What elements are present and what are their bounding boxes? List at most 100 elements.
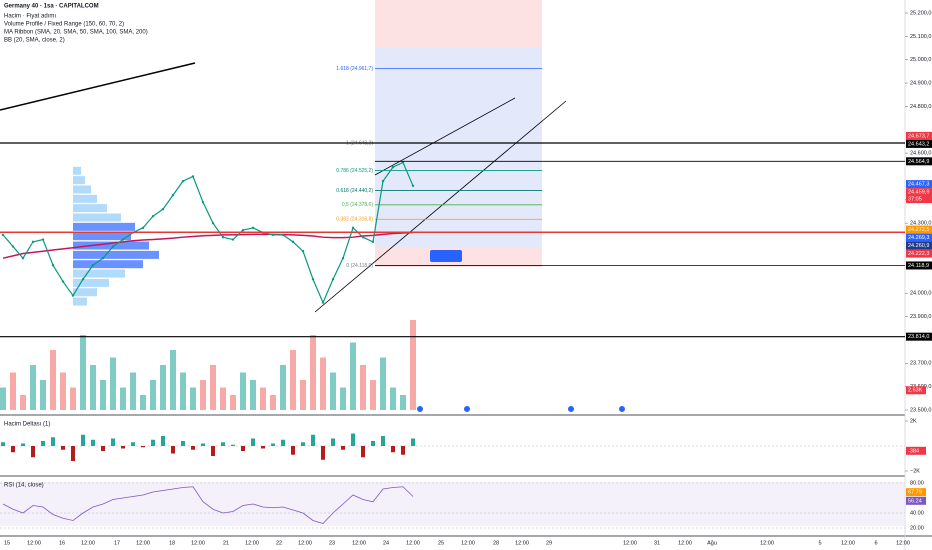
delta-bar — [131, 442, 135, 446]
stop-zone — [375, 0, 542, 48]
rsi-line — [2, 486, 414, 524]
price-tag — [906, 157, 932, 166]
rsi-band — [0, 482, 905, 526]
delta-bar — [361, 446, 365, 458]
x-tick-label: 12:00 — [406, 540, 420, 546]
close-point — [181, 179, 185, 183]
x-tick-label: 31 — [654, 540, 660, 546]
y-tick-label: 80.00 — [910, 480, 924, 486]
profile-bar — [73, 176, 85, 185]
x-tick-label: 12:00 — [841, 540, 855, 546]
fib-label: 0.382 (24.316,8) — [336, 217, 373, 223]
delta-bar — [301, 442, 305, 446]
close-point — [71, 294, 75, 297]
close-point — [281, 233, 285, 237]
delta-bar — [91, 439, 95, 446]
close-point — [171, 193, 175, 197]
delta-bar — [31, 446, 35, 458]
volume-bar — [110, 357, 116, 410]
x-tick-label: 12:00 — [461, 540, 475, 546]
close-point — [51, 264, 55, 267]
volume-bar — [50, 350, 56, 410]
price-tag-label: 24.118,9 — [908, 263, 929, 269]
volume-bar — [260, 387, 266, 410]
price-tag — [906, 332, 932, 341]
price-tag-label: 24.222,3 — [908, 251, 929, 257]
profile-bar — [73, 222, 135, 231]
volume-bar — [60, 372, 66, 410]
delta-tag-label: -384 — [908, 448, 919, 454]
y-tick-label: 23.500,0 — [910, 407, 931, 413]
price-tag-label: 24.643,2 — [908, 141, 929, 147]
volume-bar — [30, 365, 36, 410]
delta-bar — [251, 438, 255, 446]
close-point — [391, 165, 395, 169]
x-tick-label: 12:00 — [760, 540, 774, 546]
delta-bar — [391, 446, 395, 453]
fib-label: 0.786 (24.525,2) — [336, 168, 373, 174]
indicator-label: Volume Profile / Fixed Range (150, 60, 7… — [4, 22, 124, 28]
price-tag-label: 24.269,3 — [908, 235, 929, 241]
close-point — [401, 161, 405, 164]
profile-bar — [73, 213, 121, 222]
close-point — [81, 278, 85, 281]
price-tag-label: 24.467,3 — [908, 182, 929, 188]
delta-bar — [101, 446, 105, 451]
x-tick-label: 16 — [59, 540, 65, 546]
indicator-label: Hacim · Fiyat adımı — [4, 14, 56, 20]
x-tick-label: 29 — [546, 540, 552, 546]
volume-bar — [320, 357, 326, 410]
close-point — [241, 228, 245, 232]
delta-bar — [371, 441, 375, 446]
x-tick-label: 18 — [169, 540, 175, 546]
close-point — [311, 278, 315, 281]
y-tick-label: 25.000,0 — [910, 57, 931, 63]
position-button[interactable] — [430, 250, 462, 262]
profile-bar — [73, 260, 143, 269]
volume-bar — [170, 350, 176, 410]
x-tick-label: 5 — [818, 540, 821, 546]
delta-bar — [201, 443, 205, 446]
y-tick-label: 24.000,0 — [910, 291, 931, 297]
profile-bar — [73, 250, 159, 259]
volume-bar — [230, 395, 236, 410]
delta-bar — [241, 446, 245, 451]
volume-bar — [20, 395, 26, 410]
rsi-tag — [906, 496, 926, 505]
price-tag — [906, 188, 932, 204]
y-tick-label: 25.100,0 — [910, 34, 931, 40]
volume-bar — [270, 395, 276, 410]
delta-bar — [351, 433, 355, 446]
volume-bar — [340, 387, 346, 410]
delta-bar — [151, 439, 155, 446]
volume-bar — [140, 395, 146, 410]
close-point — [121, 238, 125, 241]
volume-bar — [90, 365, 96, 410]
close-point — [1, 233, 5, 237]
x-tick-label: 12:00 — [678, 540, 692, 546]
volume-bar — [240, 372, 246, 410]
close-point — [291, 240, 295, 244]
close-point — [141, 226, 145, 230]
delta-tag — [906, 446, 926, 455]
y-tick-label: 40.00 — [910, 510, 924, 516]
y-tick-label: 23.900,0 — [910, 314, 931, 320]
y-tick-label: 24.900,0 — [910, 81, 931, 87]
close-point — [411, 184, 415, 188]
volume-bar — [390, 387, 396, 410]
close-point — [201, 200, 205, 204]
y-tick-label: 2K — [910, 418, 917, 424]
delta-bar — [221, 442, 225, 446]
close-point — [91, 264, 95, 267]
x-tick-label: 12:00 — [245, 540, 259, 546]
rsi-tag — [906, 488, 926, 497]
delta-bar — [401, 446, 405, 455]
delta-bar — [211, 446, 215, 456]
x-tick-label: 12:00 — [298, 540, 312, 546]
delta-bar — [61, 446, 65, 450]
fib-label: 0 (24.118,9) — [346, 263, 373, 269]
volume-bar — [70, 387, 76, 410]
delta-bar — [261, 446, 265, 449]
profile-bar — [73, 278, 109, 287]
trend-line — [374, 97, 516, 176]
